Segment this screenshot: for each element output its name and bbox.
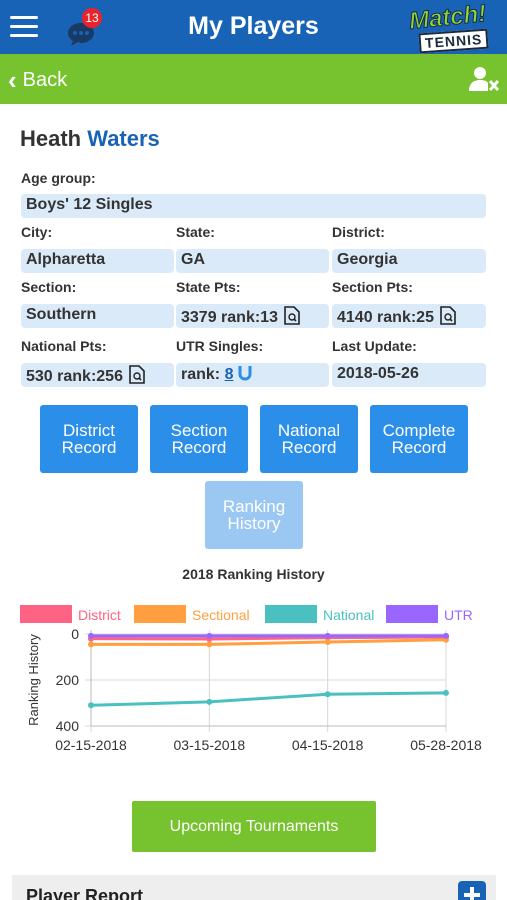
series-line-sectional [91, 638, 447, 646]
back-button[interactable]: ‹ Back [8, 67, 67, 93]
state-pts-label: State Pts: [176, 279, 241, 295]
section-pts-value: 4140 rank:25 [332, 304, 486, 328]
button-label-line: History [227, 514, 281, 533]
match-tennis-logo: Match! TENNIS [407, 0, 497, 54]
national-pts-label: National Pts: [21, 338, 107, 354]
series-line-national [90, 691, 447, 707]
data-point-national [88, 702, 94, 709]
legend-swatch [265, 605, 317, 623]
age-group-label: Age group: [21, 170, 96, 186]
button-label-line: Complete [382, 421, 456, 440]
last-update-value: 2018-05-26 [332, 363, 486, 387]
back-label: Back [22, 68, 68, 91]
legend-label: UTR [444, 607, 473, 623]
section-pts-text: 4140 rank:25 [337, 309, 434, 326]
chevron-left-icon: ‹ [8, 65, 17, 95]
unread-count-badge: 13 [82, 8, 102, 28]
data-point-sectional [324, 639, 331, 646]
legend-label: District [78, 607, 121, 623]
player-report-section: Player Report [12, 875, 496, 900]
legend-swatch [134, 605, 186, 623]
x-tick-label: 04-15-2018 [292, 737, 364, 753]
button-label-line: National [277, 421, 341, 440]
national-pts-value: 530 rank:256 [21, 363, 174, 387]
document-search-icon[interactable] [284, 306, 301, 325]
state-pts-value: 3379 rank:13 [176, 304, 329, 328]
section-value: Southern [21, 304, 174, 328]
y-tick-label: 200 [56, 672, 80, 688]
sub-nav-bar: ‹ Back [0, 54, 507, 104]
logo-text-tennis: TENNIS [418, 28, 489, 54]
button-label-line: Section [170, 421, 228, 440]
utr-badge-icon [238, 366, 252, 381]
x-tick-label: 03-15-2018 [174, 737, 246, 753]
ranking-history-chart: District Sectional National UTR 0 200 400 02-15… [20, 605, 482, 753]
button-label-line: Record [61, 438, 117, 457]
x-tick-label: 02-15-2018 [55, 737, 127, 753]
data-point-national [443, 689, 449, 696]
top-bar: 13 My Players Match! TENNIS [0, 0, 507, 54]
player-report-title: Player Report [26, 886, 144, 900]
state-value: GA [176, 249, 329, 273]
button-label-line: Record [391, 438, 447, 457]
national-pts-text: 530 rank:256 [26, 368, 123, 385]
district-label: District: [332, 224, 385, 240]
section-pts-label: Section Pts: [332, 279, 413, 295]
y-tick-label: 400 [56, 718, 80, 734]
menu-icon[interactable] [10, 16, 38, 38]
district-value: Georgia [332, 249, 486, 273]
upcoming-tournaments-button[interactable]: Upcoming Tournaments [132, 801, 376, 852]
remove-player-icon[interactable] [469, 66, 499, 92]
complete-record-button[interactable]: Complete Record [370, 405, 468, 473]
y-axis-label: Ranking History [26, 634, 41, 726]
data-point-national [206, 698, 213, 705]
state-pts-text: 3379 rank:13 [181, 309, 278, 326]
last-update-label: Last Update: [332, 338, 417, 354]
utr-singles-label: UTR Singles: [176, 338, 264, 354]
player-first-name: Heath [20, 126, 82, 151]
messages-button[interactable]: 13 [66, 8, 106, 46]
ranking-history-button[interactable]: Ranking History [205, 481, 303, 549]
data-point-sectional [88, 641, 94, 648]
utr-rank-link[interactable]: 8 [224, 366, 234, 383]
button-label-line: District [63, 421, 115, 440]
national-record-button[interactable]: National Record [260, 405, 358, 473]
utr-singles-value: rank: 8 [176, 363, 329, 387]
button-label-line: Record [171, 438, 227, 457]
y-tick-label: 0 [71, 626, 79, 642]
page-title: My Players [188, 12, 319, 40]
document-search-icon[interactable] [129, 365, 146, 384]
city-value: Alpharetta [21, 249, 174, 273]
data-point-utr [443, 632, 449, 639]
legend-swatch [386, 605, 438, 623]
button-label-line: Record [281, 438, 337, 457]
expand-plus-icon[interactable] [458, 881, 486, 900]
data-point-sectional [206, 641, 213, 648]
legend-swatch [20, 605, 72, 623]
document-search-icon[interactable] [440, 306, 457, 325]
data-point-national [324, 691, 331, 698]
chat-icon [68, 23, 94, 46]
button-label-line: Ranking [222, 497, 286, 516]
utr-rank-prefix: rank: [181, 366, 221, 383]
age-group-value: Boys' 12 Singles [21, 194, 486, 218]
data-point-utr [88, 632, 94, 639]
data-point-utr [206, 632, 213, 639]
data-point-utr [324, 632, 331, 639]
x-tick-label: 05-28-2018 [410, 737, 482, 753]
section-record-button[interactable]: Section Record [150, 405, 248, 473]
district-record-button[interactable]: District Record [40, 405, 138, 473]
legend-label: Sectional [192, 607, 250, 623]
player-name: Heath Waters [20, 126, 160, 152]
city-label: City: [21, 224, 53, 240]
state-label: State: [176, 224, 215, 240]
player-last-name: Waters [87, 126, 160, 151]
legend-label: National [323, 607, 374, 623]
chart-title: 2018 Ranking History [182, 566, 325, 582]
section-label: Section: [21, 279, 77, 295]
